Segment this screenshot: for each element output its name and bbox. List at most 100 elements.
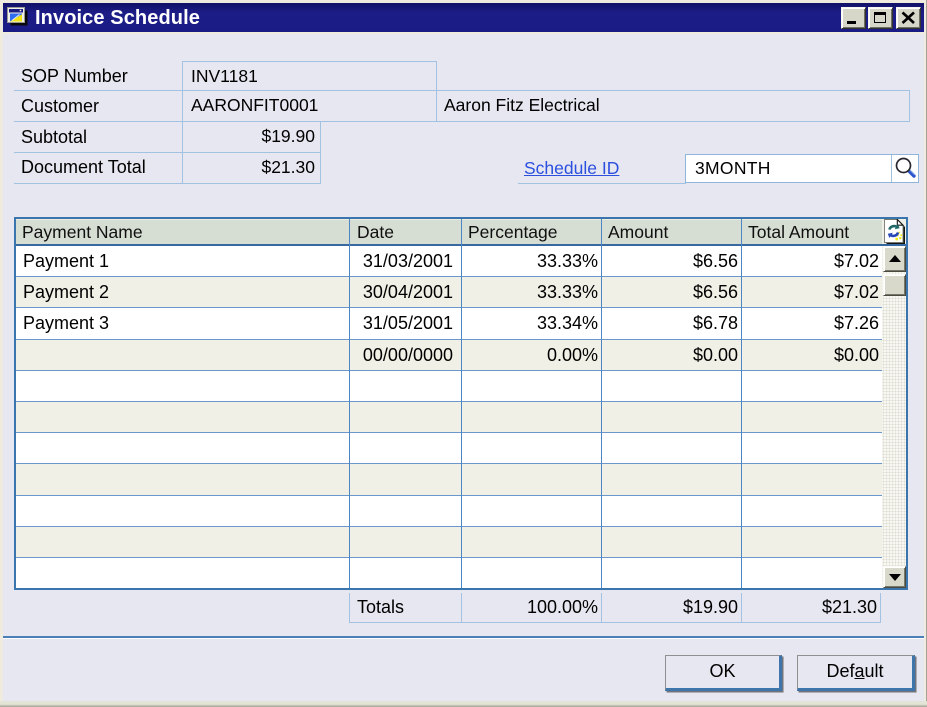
table-cell[interactable]: Payment 1 [23, 251, 110, 271]
schedule-id-link[interactable]: Schedule ID [524, 158, 620, 178]
totals-cell-border [880, 593, 881, 623]
table-row[interactable] [16, 526, 882, 558]
table-row[interactable]: Payment 2 30/04/2001 33.33% $6.56 $7.02 [16, 277, 882, 309]
table-row[interactable]: 00/00/0000 0.00% $0.00 $0.00 [16, 339, 882, 371]
table-cell[interactable] [601, 496, 741, 526]
table-cell[interactable]: $7.02 [833, 251, 879, 271]
table-cell[interactable]: $0.00 [833, 344, 879, 365]
scrollbar-thumb[interactable] [882, 274, 906, 296]
scroll-down-icon [888, 574, 901, 581]
table-cell[interactable]: 33.33% [536, 251, 598, 271]
table-cell[interactable] [741, 402, 882, 432]
table-row[interactable] [16, 433, 882, 465]
vertical-scrollbar[interactable] [882, 246, 906, 588]
table-cell[interactable]: Payment 2 [23, 282, 110, 303]
column-separator [349, 219, 350, 588]
table-cell[interactable] [741, 464, 882, 494]
schedule-id-field[interactable]: 3MONTH [685, 154, 919, 183]
table-cell[interactable] [349, 464, 461, 494]
table-cell[interactable] [741, 371, 882, 401]
table-cell[interactable] [16, 402, 349, 432]
table-row[interactable] [16, 401, 882, 434]
column-header-total-amount: Total Amount [748, 222, 850, 242]
table-cell[interactable]: 0.00% [546, 344, 598, 365]
close-button[interactable] [896, 7, 921, 29]
table-cell[interactable] [461, 433, 601, 463]
table-cell[interactable]: $6.78 [692, 313, 738, 334]
application-window-icon [7, 7, 28, 26]
table-cell[interactable]: $7.02 [833, 282, 879, 303]
table-cell[interactable] [349, 371, 461, 401]
table-cell[interactable] [741, 496, 882, 526]
scroll-up-icon [888, 255, 901, 262]
schedule-id-lookup-button[interactable] [891, 155, 918, 182]
table-cell[interactable]: $7.26 [833, 313, 879, 334]
redisplay-button[interactable] [882, 219, 906, 244]
column-separator [461, 219, 462, 588]
table-cell[interactable] [461, 496, 601, 526]
table-cell[interactable] [16, 558, 349, 588]
title-bar[interactable]: Invoice Schedule [3, 3, 924, 32]
ok-button[interactable]: OK [665, 655, 782, 691]
table-cell[interactable]: $6.56 [692, 251, 738, 271]
table-cell[interactable] [349, 558, 461, 588]
table-row[interactable] [16, 557, 882, 589]
column-separator [601, 219, 602, 588]
table-cell[interactable] [461, 558, 601, 588]
totals-percentage: 100.00% [526, 597, 598, 617]
scroll-up-button[interactable] [882, 246, 906, 272]
table-cell[interactable] [601, 464, 741, 494]
maximize-button[interactable] [868, 7, 893, 29]
table-row[interactable] [16, 370, 882, 402]
table-row[interactable] [16, 495, 882, 527]
window-frame-bottom [0, 701, 927, 707]
table-cell[interactable] [461, 527, 601, 557]
table-cell[interactable] [741, 433, 882, 463]
table-cell[interactable]: 00/00/0000 [362, 344, 453, 365]
refresh-redisplay-icon [884, 219, 905, 244]
subtotal-label: Subtotal [21, 127, 88, 147]
table-cell[interactable] [601, 402, 741, 432]
table-cell[interactable] [601, 433, 741, 463]
table-cell[interactable]: Payment 3 [23, 313, 110, 334]
table-cell[interactable]: 31/03/2001 [362, 251, 453, 271]
totals-bottom-border [349, 622, 881, 623]
table-cell[interactable] [16, 527, 349, 557]
table-cell[interactable]: $6.56 [692, 282, 738, 303]
table-cell[interactable] [461, 402, 601, 432]
default-button[interactable]: Default [797, 655, 915, 691]
table-cell[interactable]: $0.00 [692, 344, 738, 365]
table-cell[interactable] [16, 371, 349, 401]
table-cell[interactable] [741, 527, 882, 557]
table-cell[interactable] [16, 340, 349, 370]
table-cell[interactable] [349, 402, 461, 432]
customer-code-value: AARONFIT0001 [191, 95, 319, 115]
table-cell[interactable]: 30/04/2001 [362, 282, 453, 303]
table-cell[interactable] [601, 371, 741, 401]
table-cell[interactable] [16, 433, 349, 463]
table-row[interactable]: Payment 3 31/05/2001 33.34% $6.78 $7.26 [16, 308, 882, 340]
table-row[interactable]: Payment 1 31/03/2001 33.33% $6.56 $7.02 [16, 246, 882, 278]
table-cell[interactable] [349, 527, 461, 557]
table-cell[interactable] [741, 558, 882, 588]
table-cell[interactable] [461, 371, 601, 401]
table-cell[interactable] [601, 527, 741, 557]
table-cell[interactable] [461, 464, 601, 494]
totals-label: Totals [357, 597, 405, 617]
table-cell[interactable]: 33.34% [536, 313, 598, 334]
table-cell[interactable] [349, 496, 461, 526]
table-cell[interactable] [16, 496, 349, 526]
table-row[interactable] [16, 464, 882, 496]
table-cell[interactable] [349, 433, 461, 463]
table-body: Payment 1 31/03/2001 33.33% $6.56 $7.02 Payme… [16, 246, 882, 589]
customer-code-field: AARONFIT0001 [182, 90, 437, 122]
sop-number-value: INV1181 [191, 66, 258, 86]
minimize-button[interactable] [841, 7, 866, 29]
table-cell[interactable] [601, 558, 741, 588]
table-cell[interactable]: 31/05/2001 [362, 313, 453, 334]
document-total-field: $21.30 [182, 152, 321, 184]
table-cell[interactable]: 33.33% [536, 282, 598, 303]
scroll-down-button[interactable] [882, 566, 906, 588]
table-cell[interactable] [16, 464, 349, 494]
